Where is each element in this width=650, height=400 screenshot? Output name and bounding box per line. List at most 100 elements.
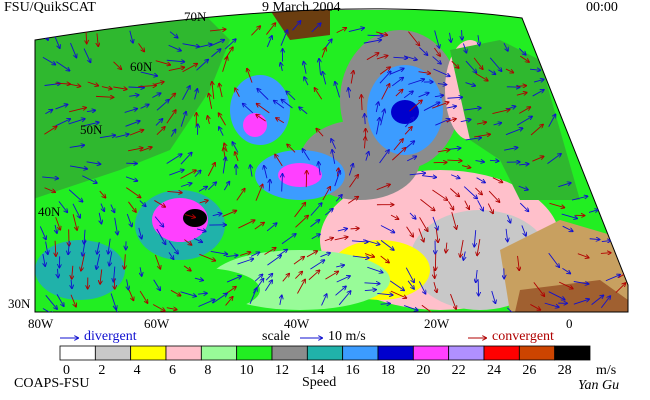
colorbar-tick-label: 16 [346, 363, 360, 378]
colorbar-swatch [554, 345, 591, 361]
credit: COAPS-FSU [14, 376, 89, 391]
colorbar-tick-label: 6 [169, 363, 176, 378]
wind-arrow [516, 86, 527, 87]
wind-arrow [463, 251, 465, 260]
wind-arrow [219, 113, 226, 126]
wind-arrow [519, 55, 529, 62]
wind-arrow [250, 252, 259, 257]
wind-arrow [222, 57, 228, 72]
wind-arrow [114, 266, 115, 282]
wind-arrow [45, 295, 57, 309]
wind-arrow [68, 241, 69, 254]
wind-arrow [587, 137, 588, 150]
wind-arrow [608, 111, 619, 123]
wind-arrow [586, 31, 596, 32]
wind-arrow [335, 195, 342, 202]
wind-arrow [113, 87, 126, 89]
lat-label: 70N [184, 9, 207, 24]
wind-arrow [362, 239, 379, 245]
wind-arrow [247, 69, 253, 83]
wind-arrow [194, 278, 203, 280]
wind-arrow [376, 184, 390, 191]
wind-arrow [219, 127, 224, 136]
wind-arrow [363, 40, 381, 44]
wind-arrow [601, 241, 611, 242]
wind-arrow [395, 90, 403, 97]
wind-arrow [600, 28, 609, 31]
wind-arrow [549, 202, 564, 207]
map-frame [34, 8, 629, 313]
wind-arrow [265, 274, 272, 281]
wind-arrow [198, 293, 207, 294]
wind-arrow [437, 150, 449, 152]
wind-arrow [519, 48, 525, 54]
wind-arrow [475, 161, 484, 162]
wind-arrow [352, 256, 369, 258]
wind-arrow [208, 116, 210, 124]
wind-arrow [325, 209, 332, 216]
wind-arrow [209, 29, 226, 31]
wind-arrow [562, 268, 570, 273]
wind-arrow [152, 93, 160, 98]
wind-arrow [605, 208, 616, 215]
wind-arrow [489, 160, 499, 161]
wind-arrow [310, 203, 322, 216]
wind-arrow [518, 185, 528, 190]
wind-arrow [557, 65, 571, 73]
wind-arrow [235, 88, 240, 97]
lon-label: 0 [566, 316, 573, 331]
wind-arrow [407, 156, 416, 162]
wind-arrow [518, 255, 520, 270]
wind-arrow [240, 252, 250, 256]
wind-arrow [196, 229, 206, 231]
wind-arrow [601, 190, 614, 202]
wind-arrow [71, 279, 72, 289]
wind-arrow [487, 203, 493, 214]
wind-arrow [390, 69, 404, 75]
wind-arrow [180, 170, 195, 179]
wind-arrow [558, 183, 570, 188]
wind-arrow [518, 164, 529, 165]
wind-arrow [166, 110, 176, 124]
wind-arrow [464, 108, 481, 110]
wind-arrow [155, 119, 162, 126]
wind-arrow [43, 253, 45, 266]
wind-arrow [199, 200, 208, 202]
wind-arrow [57, 268, 58, 278]
colorbar-tick-label: 18 [381, 363, 395, 378]
wind-arrow [617, 207, 628, 218]
wind-arrow [432, 189, 447, 200]
wind-arrow [465, 138, 481, 140]
wind-arrow [125, 176, 137, 181]
legend-scale-value: 10 m/s [328, 329, 366, 344]
wind-arrow [128, 148, 142, 152]
wind-arrow [419, 217, 428, 231]
wind-arrow [249, 288, 257, 305]
wind-arrow [409, 100, 421, 112]
wind-arrow [532, 90, 544, 97]
wind-arrow [254, 275, 262, 282]
wind-arrow [311, 23, 321, 33]
wind-arrow [97, 242, 99, 254]
wind-arrow [464, 200, 469, 209]
colorbar-tick-label: 20 [416, 363, 430, 378]
wind-arrow [168, 44, 181, 50]
wind-arrow [153, 279, 160, 290]
wind-arrow [128, 201, 135, 212]
wind-arrow [575, 79, 580, 96]
wind-arrow [276, 118, 285, 124]
wind-arrow [364, 137, 365, 149]
wind-arrow [476, 177, 485, 183]
wind-arrow [46, 241, 48, 254]
wind-arrow [407, 280, 414, 289]
wind-arrow [477, 238, 481, 255]
wind-arrow [125, 187, 140, 198]
wind-arrow [310, 260, 324, 270]
wind-arrow [450, 188, 459, 196]
wind-arrow [450, 293, 456, 309]
wind-arrow [324, 238, 333, 242]
wind-arrow [95, 96, 113, 97]
wind-arrow [323, 72, 327, 85]
wind-arrow [280, 63, 282, 72]
wind-arrow [493, 123, 502, 125]
